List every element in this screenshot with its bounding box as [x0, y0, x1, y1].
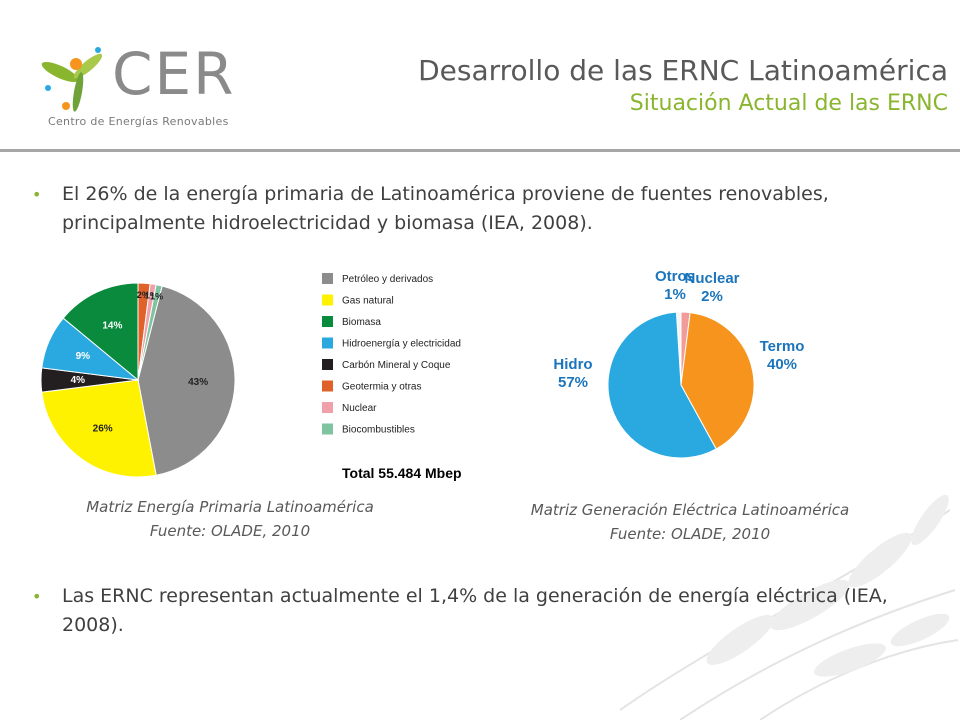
pie-category-label: Nuclear	[684, 270, 739, 287]
legend-label: Geotermia y otras	[342, 382, 421, 393]
legend-label: Petróleo y derivados	[342, 274, 433, 285]
electric-generation-pie	[607, 311, 755, 459]
legend-swatch	[322, 294, 333, 306]
chart1-caption-title: Matriz Energía Primaria Latinoamérica	[86, 498, 374, 516]
pie-slice-termo	[680, 312, 755, 450]
legend-swatch	[322, 423, 333, 435]
pie-data-label: 2%	[137, 290, 150, 300]
pie-value-label: 2%	[701, 288, 723, 305]
legend-label: Gas natural	[342, 296, 394, 307]
pie-data-label: 1%	[145, 291, 158, 301]
slide-title-block: Desarrollo de las ERNC Latinoamérica Sit…	[418, 53, 948, 119]
pie-value-label: 1%	[664, 286, 686, 303]
legend-swatch	[322, 359, 333, 370]
pie-data-label: 43%	[188, 377, 208, 388]
header-divider	[0, 149, 960, 152]
primary-energy-legend: Petróleo y derivados Gas natural Biomasa Hi…	[322, 273, 461, 436]
logo-subtitle: Centro de Energías Renovables	[48, 115, 229, 128]
chart1-caption: Matriz Energía Primaria Latinoamérica Fu…	[55, 495, 405, 543]
pie-slice-gas-natural	[41, 379, 157, 478]
pie-value-label: 57%	[558, 374, 588, 391]
pie-category-label: Termo	[760, 338, 805, 355]
pie-data-label: 14%	[102, 321, 122, 332]
legend-label: Nuclear	[342, 403, 377, 414]
logo-wordmark: CER	[112, 40, 236, 108]
legend-label: Hidroenergía y electricidad	[342, 339, 461, 350]
legend-swatch	[322, 316, 333, 327]
pie-category-label: Otros	[655, 268, 695, 285]
legend-swatch	[322, 337, 333, 349]
pie-slice-hidro	[607, 311, 717, 459]
bullet-text: El 26% de la energía primaria de Latinoa…	[62, 183, 829, 234]
pie-data-label: 4%	[71, 375, 86, 386]
chart2-caption-source: Fuente: OLADE, 2010	[609, 525, 771, 543]
bullet-item: • Las ERNC representan actualmente el 1,…	[32, 582, 942, 640]
pie-data-label: 26%	[93, 424, 113, 435]
legend-label: Carbón Mineral y Coque	[342, 360, 451, 371]
pie-data-label: 9%	[76, 351, 91, 362]
bullet-dot-icon: •	[32, 587, 42, 606]
primary-energy-chart: 43% 26% 4% 9% 14% 2%1%1% Petróleo y derivados…	[40, 273, 462, 481]
chart2-caption-title: Matriz Generación Eléctrica Latinoaméric…	[530, 501, 850, 519]
pie-slice-biocombustibles	[137, 284, 163, 381]
chart1-caption-source: Fuente: OLADE, 2010	[149, 522, 311, 540]
cer-logo: CER Centro de Energías Renovables	[38, 40, 238, 135]
legend-swatch	[322, 380, 333, 392]
slide-title: Desarrollo de las ERNC Latinoamérica	[418, 54, 948, 87]
pie-category-label: Hidro	[553, 356, 592, 373]
total-label: Total 55.484 Mbep	[342, 465, 462, 481]
pie-slice-petroleo-y-derivados	[137, 285, 236, 476]
bullet-dot-icon: •	[32, 185, 42, 204]
logo-figure-icon	[41, 47, 103, 112]
legend-swatch	[322, 402, 333, 413]
chart2-caption: Matriz Generación Eléctrica Latinoaméric…	[500, 498, 880, 546]
pie-slice-biomasa	[62, 282, 139, 382]
slide-subtitle: Situación Actual de las ERNC	[629, 91, 948, 116]
legend-label: Biocombustibles	[342, 425, 415, 436]
pie-data-label: 1%	[150, 292, 163, 302]
primary-energy-pie: 43% 26% 4% 9% 14% 2%1%1%	[40, 282, 236, 478]
bullet-item: • El 26% de la energía primaria de Latin…	[32, 180, 932, 238]
bullet-text: Las ERNC representan actualmente el 1,4%…	[62, 585, 888, 636]
pie-value-label: 40%	[767, 356, 797, 373]
legend-label: Biomasa	[342, 317, 381, 328]
legend-swatch	[322, 273, 333, 284]
